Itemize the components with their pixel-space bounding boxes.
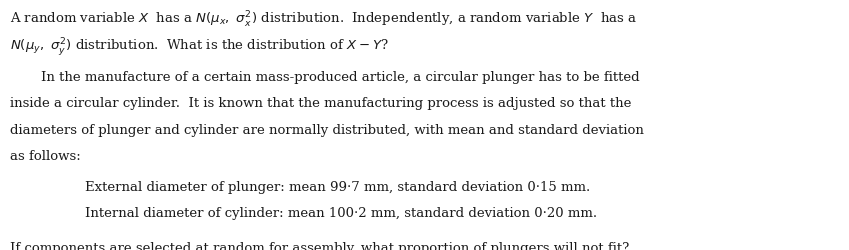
- Text: as follows:: as follows:: [10, 150, 81, 163]
- Text: Internal diameter of cylinder: mean 100·2 mm, standard deviation 0·20 mm.: Internal diameter of cylinder: mean 100·…: [85, 207, 597, 220]
- Text: External diameter of plunger: mean 99·7 mm, standard deviation 0·15 mm.: External diameter of plunger: mean 99·7 …: [85, 180, 590, 194]
- Text: In the manufacture of a certain mass-produced article, a circular plunger has to: In the manufacture of a certain mass-pro…: [41, 71, 639, 84]
- Text: $N(\mu_y,\ \sigma_y^2)$ distribution.  What is the distribution of $X-Y$?: $N(\mu_y,\ \sigma_y^2)$ distribution. Wh…: [10, 36, 389, 58]
- Text: diameters of plunger and cylinder are normally distributed, with mean and standa: diameters of plunger and cylinder are no…: [10, 124, 644, 137]
- Text: A random variable $X$  has a $N(\mu_x,\ \sigma_x^2)$ distribution.  Independentl: A random variable $X$ has a $N(\mu_x,\ \…: [10, 10, 638, 30]
- Text: If components are selected at random for assembly, what proportion of plungers w: If components are selected at random for…: [10, 242, 629, 250]
- Text: inside a circular cylinder.  It is known that the manufacturing process is adjus: inside a circular cylinder. It is known …: [10, 98, 632, 110]
